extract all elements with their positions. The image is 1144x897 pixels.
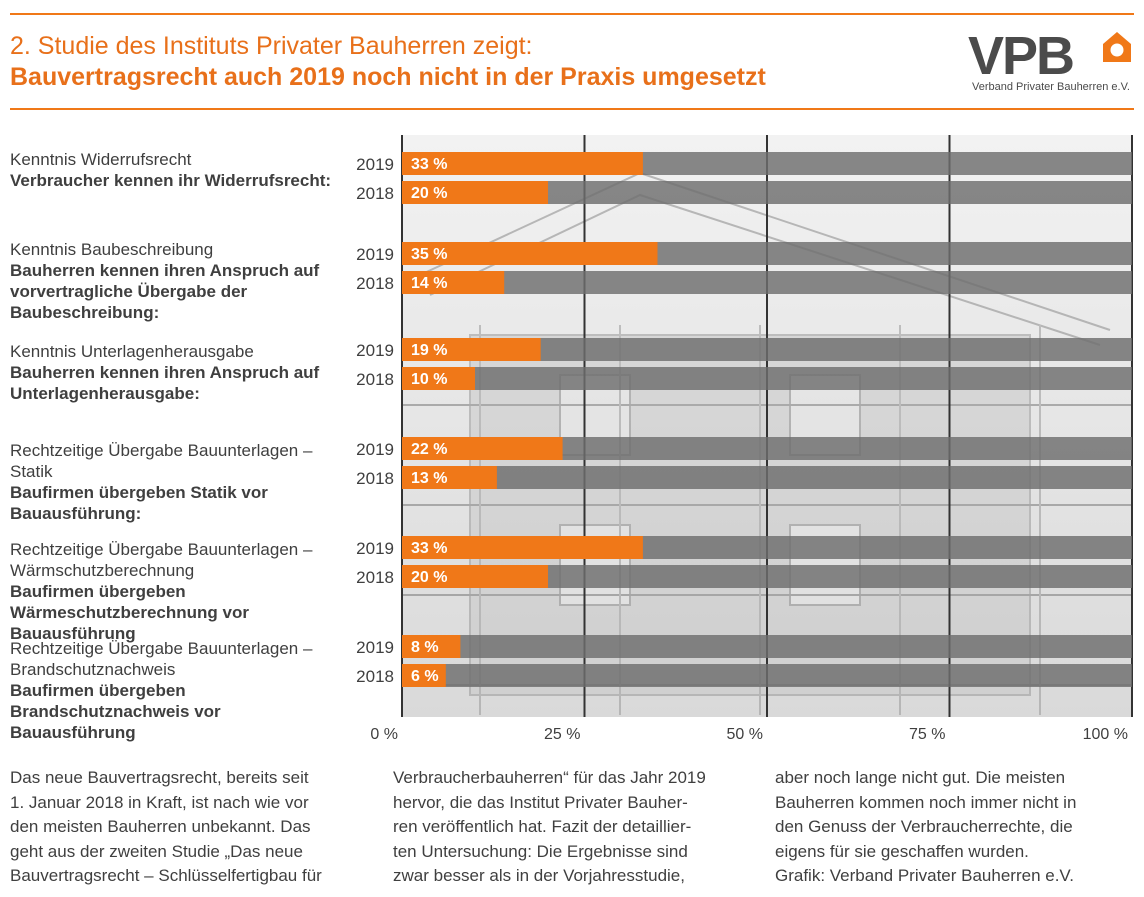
bar-2018-5 xyxy=(402,664,446,687)
body-text-line: ren veröffentlich hat. Fazit der detaill… xyxy=(393,817,692,836)
data-label-2019-0: 33 % xyxy=(411,156,447,173)
body-text-line: Grafik: Verband Privater Bauherren e.V. xyxy=(775,866,1074,885)
body-text-column-1: Das neue Bauvertragsrecht, bereits seit 1… xyxy=(10,766,322,889)
header-rule xyxy=(10,108,1134,110)
x-tick-label-1: 25 % xyxy=(544,726,580,743)
bar-2019-1 xyxy=(402,242,658,265)
year-label-2018-0: 2018 xyxy=(356,184,394,203)
bar-track xyxy=(402,635,1132,658)
title-line-2: Bauvertragsrecht auch 2019 noch nicht in… xyxy=(10,63,766,91)
category-title: Baufirmen übergeben Brandschutznachweis … xyxy=(10,681,221,742)
bar-track xyxy=(402,565,1132,588)
body-text-line: den Genuss der Verbraucherrechte, die xyxy=(775,817,1073,836)
body-text-line: ten Untersuchung: Die Ergebnisse sind xyxy=(393,841,688,861)
bar-2019-4 xyxy=(402,536,643,559)
category-title: Baufirmen übergeben Wärmeschutzberechnun… xyxy=(10,582,249,643)
bars: 33 % 2019 20 % 2018 35 % 2019 14 % 2018 19 % 2019… xyxy=(356,152,1132,687)
category-title: Bauherren kennen ihren Anspruch auf vorv… xyxy=(10,261,320,322)
data-label-2018-1: 14 % xyxy=(411,275,447,292)
body-text-line: Das neue Bauvertragsrecht, bereits seit xyxy=(10,768,309,787)
category-title: Bauherren kennen ihren Anspruch auf Unte… xyxy=(10,363,320,403)
year-label-2018-2: 2018 xyxy=(356,370,394,389)
x-tick-label-4: 100 % xyxy=(1083,726,1128,743)
bar-2019-2 xyxy=(402,338,541,361)
body-text-line: 1. Januar 2018 in Kraft, ist nach wie vo… xyxy=(10,792,309,812)
data-label-2018-3: 13 % xyxy=(411,470,447,487)
bar-2018-1 xyxy=(402,271,505,294)
category-kicker: Kenntnis Widerrufsrecht xyxy=(10,150,192,169)
category-title: Baufirmen übergeben Statik vor Bauausfüh… xyxy=(10,483,268,523)
bar-track xyxy=(402,664,1132,687)
category-label-5: Rechtzeitige Übergabe Bauunterlagen – Br… xyxy=(10,638,350,743)
x-tick-label-0: 0 % xyxy=(370,726,398,743)
bar-2019-0 xyxy=(402,152,643,175)
bar-track xyxy=(402,367,1132,390)
year-label-2018-5: 2018 xyxy=(356,667,394,686)
bar-track xyxy=(402,181,1132,204)
data-label-2019-2: 19 % xyxy=(411,342,447,359)
bar-chart: 33 % 2019 20 % 2018 35 % 2019 14 % 2018 19 % 2019… xyxy=(0,125,1144,755)
body-text-line: zwar besser als in der Vorjahresstudie, xyxy=(393,866,685,885)
bar-track xyxy=(402,271,1132,294)
title-line-1: 2. Studie des Instituts Privater Bauherr… xyxy=(10,32,533,60)
data-label-2019-4: 33 % xyxy=(411,540,447,557)
year-label-2019-3: 2019 xyxy=(356,440,394,459)
house-icon xyxy=(1103,32,1131,62)
vpb-logo-text: VPB xyxy=(968,26,1073,86)
data-label-2018-2: 10 % xyxy=(411,371,447,388)
bar-track xyxy=(402,466,1132,489)
bar-2018-0 xyxy=(402,181,548,204)
category-label-2: Kenntnis Unterlagenherausgabe Bauherren k… xyxy=(10,341,350,404)
category-kicker: Rechtzeitige Übergabe Bauunterlagen – St… xyxy=(10,441,313,481)
category-kicker: Kenntnis Unterlagenherausgabe xyxy=(10,342,254,361)
grid-lines xyxy=(401,135,1133,717)
bar-2019-3 xyxy=(402,437,563,460)
category-kicker: Kenntnis Baubeschreibung xyxy=(10,240,214,259)
year-label-2018-1: 2018 xyxy=(356,274,394,293)
year-label-2019-4: 2019 xyxy=(356,539,394,558)
data-label-2019-1: 35 % xyxy=(411,246,447,263)
chart-canvas: 33 % 2019 20 % 2018 35 % 2019 14 % 2018 19 % 2019… xyxy=(356,135,1133,743)
data-label-2019-5: 8 % xyxy=(411,639,439,656)
bar-2018-3 xyxy=(402,466,497,489)
bar-track xyxy=(402,338,1132,361)
year-label-2018-4: 2018 xyxy=(356,568,394,587)
year-label-2018-3: 2018 xyxy=(356,469,394,488)
body-text-line: aber noch lange nicht gut. Die meisten xyxy=(775,768,1066,787)
vpb-logo-caption: Verband Privater Bauherren e.V. xyxy=(972,81,1130,93)
body-text-line: Bauvertragsrecht – Schlüsselfertigbau fü… xyxy=(10,866,322,885)
category-kicker: Rechtzeitige Übergabe Bauunterlagen – Wä… xyxy=(10,540,313,580)
body-text-line: eigens für sie geschaffen wurden. xyxy=(775,841,1029,861)
category-label-3: Rechtzeitige Übergabe Bauunterlagen – St… xyxy=(10,440,350,524)
category-kicker: Rechtzeitige Übergabe Bauunterlagen – Br… xyxy=(10,639,313,679)
category-label-4: Rechtzeitige Übergabe Bauunterlagen – Wä… xyxy=(10,539,350,644)
body-text-line: den meisten Bauherren unbekannt. Das xyxy=(10,817,311,836)
x-tick-label-3: 75 % xyxy=(909,726,945,743)
bar-2018-2 xyxy=(402,367,475,390)
body-text-column-2: Verbraucherbauherren“ für das Jahr 2019 h… xyxy=(393,766,706,889)
body-text-line: hervor, die das Institut Privater Bauher… xyxy=(393,792,688,812)
body-text-column-3: aber noch lange nicht gut. Die meisten Ba… xyxy=(775,766,1076,889)
data-label-2018-0: 20 % xyxy=(411,185,447,202)
year-label-2019-2: 2019 xyxy=(356,341,394,360)
bar-track xyxy=(402,437,1132,460)
category-label-0: Kenntnis Widerrufsrecht Verbraucher kenne… xyxy=(10,149,350,191)
vpb-logo: VPB xyxy=(968,26,1131,86)
x-tick-label-2: 50 % xyxy=(727,726,763,743)
data-label-2018-4: 20 % xyxy=(411,569,447,586)
body-text-line: Bauherren kommen noch immer nicht in xyxy=(775,792,1077,812)
data-label-2019-3: 22 % xyxy=(411,441,447,458)
year-label-2019-5: 2019 xyxy=(356,638,394,657)
bar-2019-5 xyxy=(402,635,461,658)
body-text-line: Verbraucherbauherren“ für das Jahr 2019 xyxy=(393,768,706,787)
top-rule xyxy=(10,13,1134,15)
year-label-2019-0: 2019 xyxy=(356,155,394,174)
data-label-2018-5: 6 % xyxy=(411,668,439,685)
year-label-2019-1: 2019 xyxy=(356,245,394,264)
body-text-line: geht aus der zweiten Studie „Das neue xyxy=(10,841,303,861)
category-title: Verbraucher kennen ihr Widerrufsrecht: xyxy=(10,171,332,190)
bar-2018-4 xyxy=(402,565,548,588)
x-axis: 0 % 25 % 50 % 75 % 100 % xyxy=(370,726,1128,743)
category-label-1: Kenntnis Baubeschreibung Bauherren kennen… xyxy=(10,239,350,323)
